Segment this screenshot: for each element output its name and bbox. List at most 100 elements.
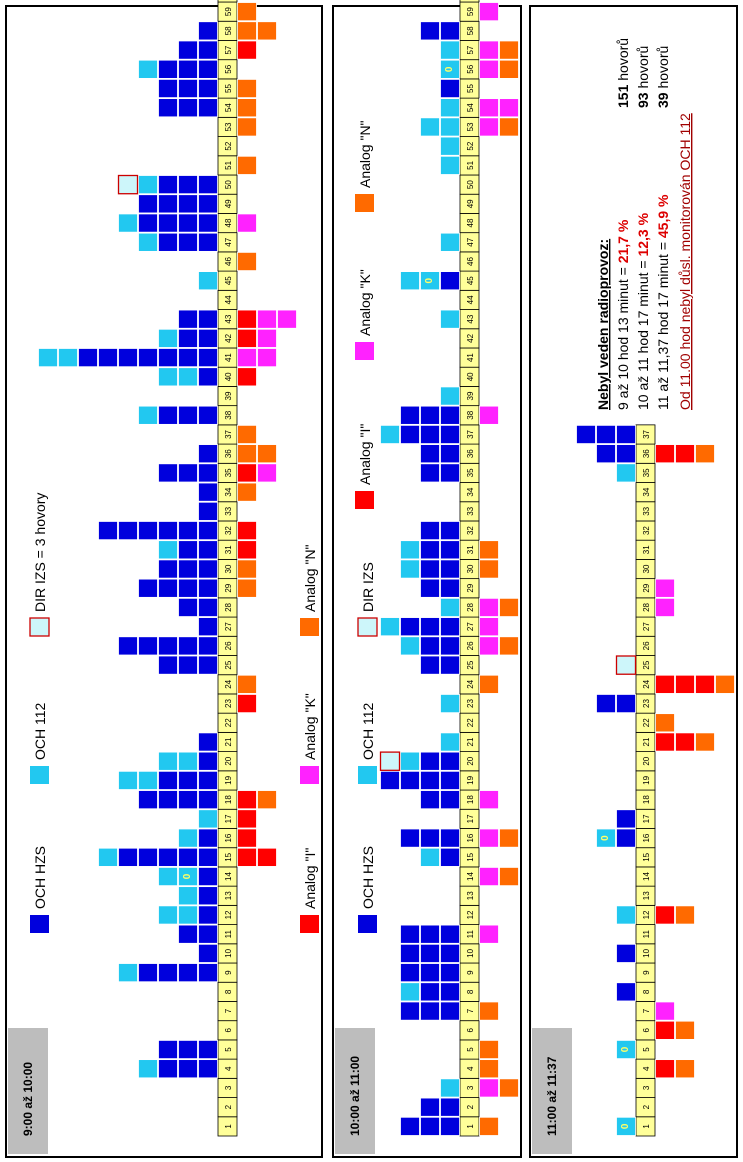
bar-och_hzs [178,521,198,541]
minute-label: 17 [466,814,475,823]
bar-analog_k [479,98,499,118]
minute-label: 15 [466,852,475,861]
minute-label: 19 [642,775,651,784]
bar-och_112 [400,636,420,656]
minute-label: 36 [466,449,475,458]
legend-swatch-dir_izs [357,617,378,637]
period-label-bg [335,1028,375,1154]
legend-label-och_112: OCH 112 [32,702,48,760]
minute-label: 7 [224,1008,233,1013]
bar-och_hzs [158,213,178,233]
bar-och_112 [138,175,158,195]
bar-och_hzs [420,943,440,963]
minute-label: 9 [224,970,233,975]
bar-och_hzs [198,617,218,637]
bar-och_hzs [178,924,198,944]
minute-label: 42 [224,333,233,342]
bar-och_hzs [198,963,218,983]
bar-och_hzs [198,232,218,252]
stats-pct-2: 12,3 % [635,212,651,256]
bar-analog_n [257,444,277,464]
stats-text: hovorů [635,46,651,89]
minute-label: 11 [642,929,651,938]
bar-och_hzs [138,790,158,810]
minute-label: 20 [224,756,233,765]
bar-analog_n [715,674,735,694]
bar-och_hzs [118,521,138,541]
legend-swatch-analog_i [355,491,374,509]
bar-analog_i [257,847,277,867]
minute-label: 52 [466,141,475,150]
bar-analog_i [237,309,257,329]
bar-och_hzs [380,770,400,790]
bar-och_hzs [440,444,460,464]
minute-label: 35 [224,468,233,477]
bar-analog_n [257,790,277,810]
bar-och_hzs [178,847,198,867]
minute-label: 16 [466,833,475,842]
bars: 0 0 0 [576,424,735,1136]
bar-och_hzs [198,636,218,656]
bar-analog_n [499,597,519,617]
minute-axis: 1234567891011121314151617181920212223242… [459,0,480,1137]
bar-och_hzs [440,79,460,99]
minute-label: 3 [224,1085,233,1090]
bar-och_hzs [400,617,420,637]
minute-label: 14 [642,872,651,881]
bar-analog_k [479,59,499,79]
legend: OCH HZS OCH 112 DIR IZS Analog "I" Analog "K… [355,120,378,933]
bar-och_hzs [178,175,198,195]
minute-label: 48 [466,218,475,227]
calls-2-num: 93 [635,89,651,108]
legend-label-dir_izs: DIR IZS [360,562,376,612]
minute-label: 49 [224,199,233,208]
bar-och_hzs [158,405,178,425]
minute-label: 24 [466,679,475,688]
bar-och_112 [178,751,198,771]
minute-label: 10 [642,948,651,957]
minute-label: 58 [224,26,233,35]
bar-och_hzs [440,924,460,944]
bar-och_hzs [158,59,178,79]
minute-label: 36 [642,449,651,458]
minute-label: 44 [466,295,475,304]
minute-label: 40 [466,372,475,381]
minute-label: 49 [466,199,475,208]
bar-och_hzs [576,424,596,444]
bar-och_hzs [440,559,460,579]
bar-och_hzs [400,828,420,848]
bar-och_hzs [178,79,198,99]
bar-och_hzs [138,578,158,598]
minute-label: 15 [224,852,233,861]
bar-och_hzs [198,328,218,348]
bar-analog_n [479,1001,499,1021]
bar-och_112 [596,828,616,848]
bar-analog_k [237,348,257,368]
bar-och_hzs [198,828,218,848]
bar-analog_i [655,444,675,464]
bar-och_hzs [198,732,218,752]
minute-label: 34 [224,487,233,496]
bar-och_hzs [198,655,218,675]
bar-och_hzs [198,751,218,771]
minute-label: 36 [224,449,233,458]
minute-label: 10 [224,948,233,957]
bar-och_112 [440,232,460,252]
minute-label: 28 [224,602,233,611]
bar-analog_n [237,424,257,444]
bar-och_hzs [158,655,178,675]
minute-label: 17 [224,814,233,823]
bar-analog_k [479,1078,499,1098]
bar-och_hzs [198,867,218,887]
legend-label-analog_n: Analog "N" [302,544,318,612]
bar-och_hzs [440,617,460,637]
bar-och_hzs [440,424,460,444]
legend-swatch-och_112 [30,766,49,784]
bar-och_hzs [198,1040,218,1060]
bar-och_hzs [440,790,460,810]
bar-analog_k [479,828,499,848]
minute-label: 18 [466,795,475,804]
bar-och_112 [158,540,178,560]
minute-label: 37 [466,429,475,438]
